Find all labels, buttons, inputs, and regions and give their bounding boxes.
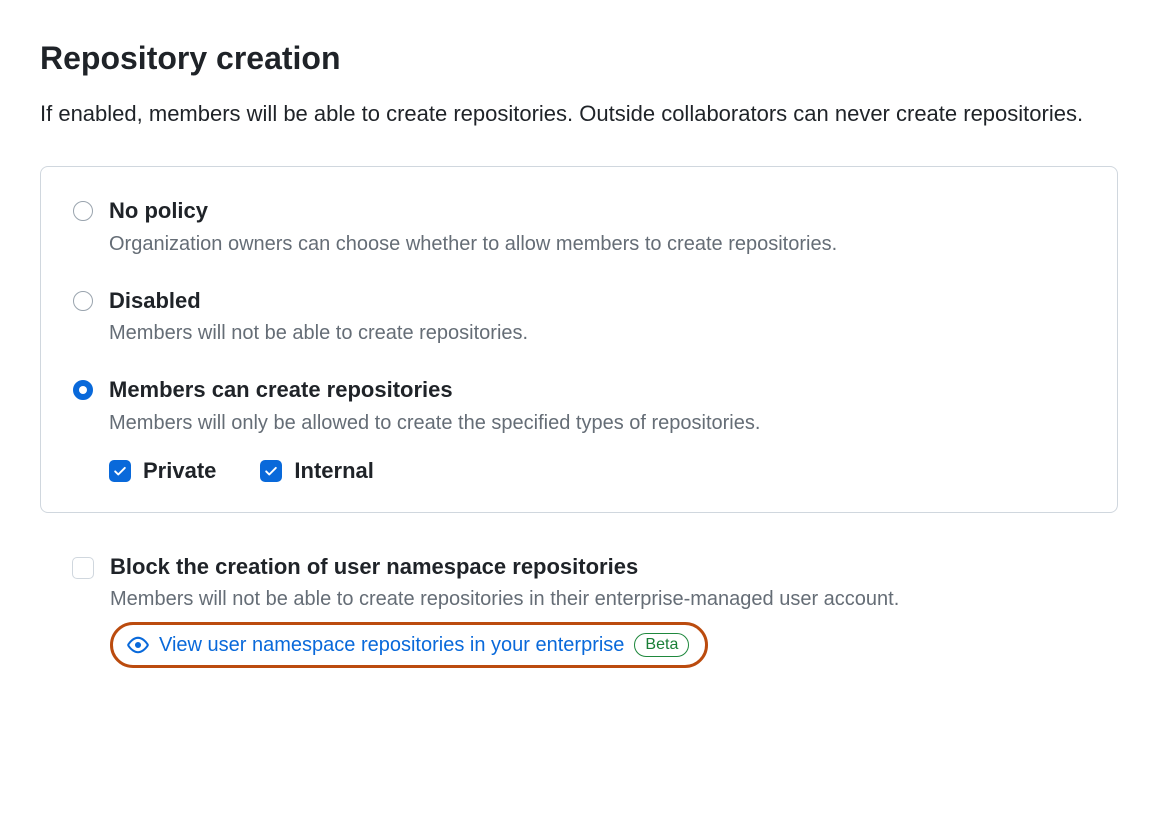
block-namespace-title: Block the creation of user namespace rep… bbox=[110, 553, 1086, 582]
section-title: Repository creation bbox=[40, 40, 1118, 77]
checkbox-input-block-namespace[interactable] bbox=[72, 557, 94, 579]
check-icon bbox=[264, 464, 278, 478]
radio-option-no-policy[interactable]: No policy Organization owners can choose… bbox=[73, 197, 1085, 259]
radio-title: No policy bbox=[109, 197, 1085, 226]
checkbox-item-internal[interactable]: Internal bbox=[260, 458, 373, 484]
radio-input-members-can-create[interactable] bbox=[73, 380, 93, 400]
block-namespace-description: Members will not be able to create repos… bbox=[110, 585, 1086, 614]
repo-type-checkbox-row: Private Internal bbox=[109, 458, 1085, 484]
radio-description: Organization owners can choose whether t… bbox=[109, 230, 1085, 259]
section-description: If enabled, members will be able to crea… bbox=[40, 97, 1118, 130]
policy-radio-group: No policy Organization owners can choose… bbox=[40, 166, 1118, 513]
radio-description: Members will only be allowed to create t… bbox=[109, 409, 1085, 438]
radio-description: Members will not be able to create repos… bbox=[109, 319, 1085, 348]
check-icon bbox=[113, 464, 127, 478]
radio-option-members-can-create[interactable]: Members can create repositories Members … bbox=[73, 376, 1085, 484]
checkbox-item-private[interactable]: Private bbox=[109, 458, 216, 484]
checkbox-label: Internal bbox=[294, 458, 373, 484]
radio-title: Members can create repositories bbox=[109, 376, 1085, 405]
radio-title: Disabled bbox=[109, 287, 1085, 316]
eye-icon bbox=[127, 634, 149, 656]
view-namespace-repos-link[interactable]: View user namespace repositories in your… bbox=[159, 634, 624, 657]
checkbox-input-internal[interactable] bbox=[260, 460, 282, 482]
radio-input-no-policy[interactable] bbox=[73, 201, 93, 221]
block-namespace-option: Block the creation of user namespace rep… bbox=[40, 553, 1118, 669]
checkbox-input-private[interactable] bbox=[109, 460, 131, 482]
highlight-callout: View user namespace repositories in your… bbox=[110, 622, 708, 668]
checkbox-label: Private bbox=[143, 458, 216, 484]
radio-option-disabled[interactable]: Disabled Members will not be able to cre… bbox=[73, 287, 1085, 349]
beta-badge: Beta bbox=[634, 633, 689, 657]
radio-input-disabled[interactable] bbox=[73, 291, 93, 311]
